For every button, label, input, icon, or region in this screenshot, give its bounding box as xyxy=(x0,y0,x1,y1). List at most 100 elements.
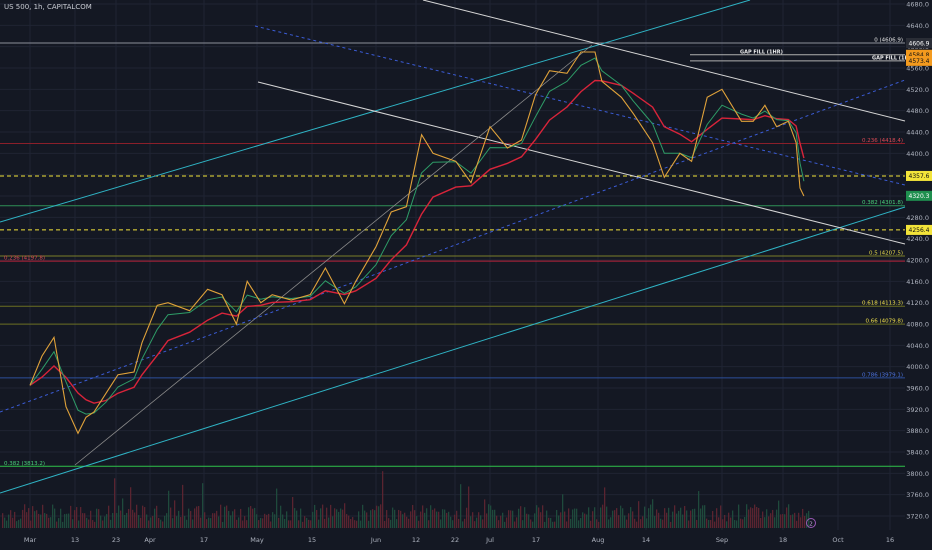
volume-bar xyxy=(12,517,14,528)
volume-bar xyxy=(754,504,756,528)
volume-bar xyxy=(320,508,322,528)
volume-bar xyxy=(76,507,78,528)
volume-bar xyxy=(22,509,24,528)
volume-bar xyxy=(640,519,642,528)
volume-bar xyxy=(698,491,700,528)
volume-bar xyxy=(302,521,304,528)
volume-bar xyxy=(602,504,604,528)
trend-line-lower xyxy=(257,81,906,245)
volume-bar xyxy=(164,515,166,528)
volume-bar xyxy=(706,518,708,528)
y-tick-label: 4120.0 xyxy=(906,299,929,307)
volume-bar xyxy=(196,506,198,528)
volume-bar xyxy=(152,516,154,528)
volume-bar xyxy=(534,513,536,528)
volume-bar xyxy=(134,512,136,528)
volume-bar xyxy=(772,509,774,528)
volume-bar xyxy=(186,519,188,528)
volume-bar xyxy=(512,510,514,528)
volume-bar xyxy=(530,519,532,528)
channel-lower-line xyxy=(0,206,906,494)
price-tag-label: 4320.3 xyxy=(909,193,930,200)
price-tag-label: 4573.4 xyxy=(909,58,930,65)
volume-bar xyxy=(572,509,574,528)
volume-bar xyxy=(206,519,208,528)
volume-bar xyxy=(386,510,388,528)
volume-bar xyxy=(80,507,82,528)
volume-bar xyxy=(606,506,608,528)
volume-bar xyxy=(300,508,302,528)
volume-bar xyxy=(496,515,498,528)
volume-bar xyxy=(764,517,766,528)
volume-bar xyxy=(682,514,684,528)
volume-bar xyxy=(328,517,330,528)
y-tick-label: 3880.0 xyxy=(906,427,929,435)
volume-bar xyxy=(550,518,552,528)
volume-bar xyxy=(656,509,658,528)
volume-bar xyxy=(230,515,232,528)
volume-bar xyxy=(552,521,554,528)
volume-bar xyxy=(68,513,70,528)
price-tag-label: 4606.9 xyxy=(909,40,930,47)
volume-bar xyxy=(180,517,182,528)
volume-bar xyxy=(624,515,626,528)
volume-bar xyxy=(746,504,748,528)
volume-bar xyxy=(694,508,696,528)
volume-bar xyxy=(146,514,148,528)
volume-bar xyxy=(188,508,190,528)
x-tick-label: 14 xyxy=(642,536,650,544)
volume-bar xyxy=(190,511,192,528)
volume-bar xyxy=(420,511,422,528)
y-tick-label: 4040.0 xyxy=(906,342,929,350)
volume-bar xyxy=(484,499,486,528)
volume-bar xyxy=(432,509,434,528)
volume-bar xyxy=(658,512,660,528)
volume-bar xyxy=(632,511,634,528)
volume-bar xyxy=(114,478,116,528)
volume-bar xyxy=(724,515,726,528)
y-tick-label: 4080.0 xyxy=(906,321,929,329)
volume-bar xyxy=(672,511,674,528)
volume-bar xyxy=(44,513,46,528)
volume-bar xyxy=(486,513,488,528)
volume-bar xyxy=(638,501,640,528)
volume-bar xyxy=(308,519,310,528)
volume-bar xyxy=(324,518,326,528)
volume-bar xyxy=(174,500,176,528)
volume-bar xyxy=(636,521,638,528)
volume-bar xyxy=(674,505,676,528)
volume-bar xyxy=(158,517,160,528)
volume-bar xyxy=(414,510,416,528)
volume-bar xyxy=(18,519,20,528)
volume-bar xyxy=(428,520,430,528)
y-tick-label: 3800.0 xyxy=(906,470,929,478)
volume-bar xyxy=(492,509,494,528)
volume-bar xyxy=(444,509,446,528)
volume-bar xyxy=(462,521,464,528)
volume-bar xyxy=(78,520,80,528)
y-tick-label: 4640.0 xyxy=(906,22,929,30)
volume-bar xyxy=(782,514,784,528)
volume-bar xyxy=(96,508,98,528)
volume-bar xyxy=(696,519,698,528)
volume-bar xyxy=(678,510,680,528)
volume-bar xyxy=(792,514,794,528)
x-tick-label: 17 xyxy=(532,536,540,544)
volume-bar xyxy=(6,520,8,528)
x-tick-label: Apr xyxy=(144,536,156,544)
volume-bar xyxy=(448,511,450,528)
volume-bar xyxy=(338,511,340,528)
volume-bar xyxy=(182,484,184,528)
volume-bar xyxy=(494,509,496,528)
volume-bar xyxy=(100,515,102,528)
volume-bar xyxy=(680,507,682,528)
x-tick-label: Oct xyxy=(832,536,844,544)
volume-bar xyxy=(566,521,568,528)
volume-bar xyxy=(272,512,274,528)
volume-bar xyxy=(286,511,288,528)
volume-bar xyxy=(716,508,718,528)
volume-bar xyxy=(210,518,212,528)
fib-label: 0.236 (4418.4) xyxy=(862,138,903,144)
volume-bar xyxy=(262,518,264,528)
